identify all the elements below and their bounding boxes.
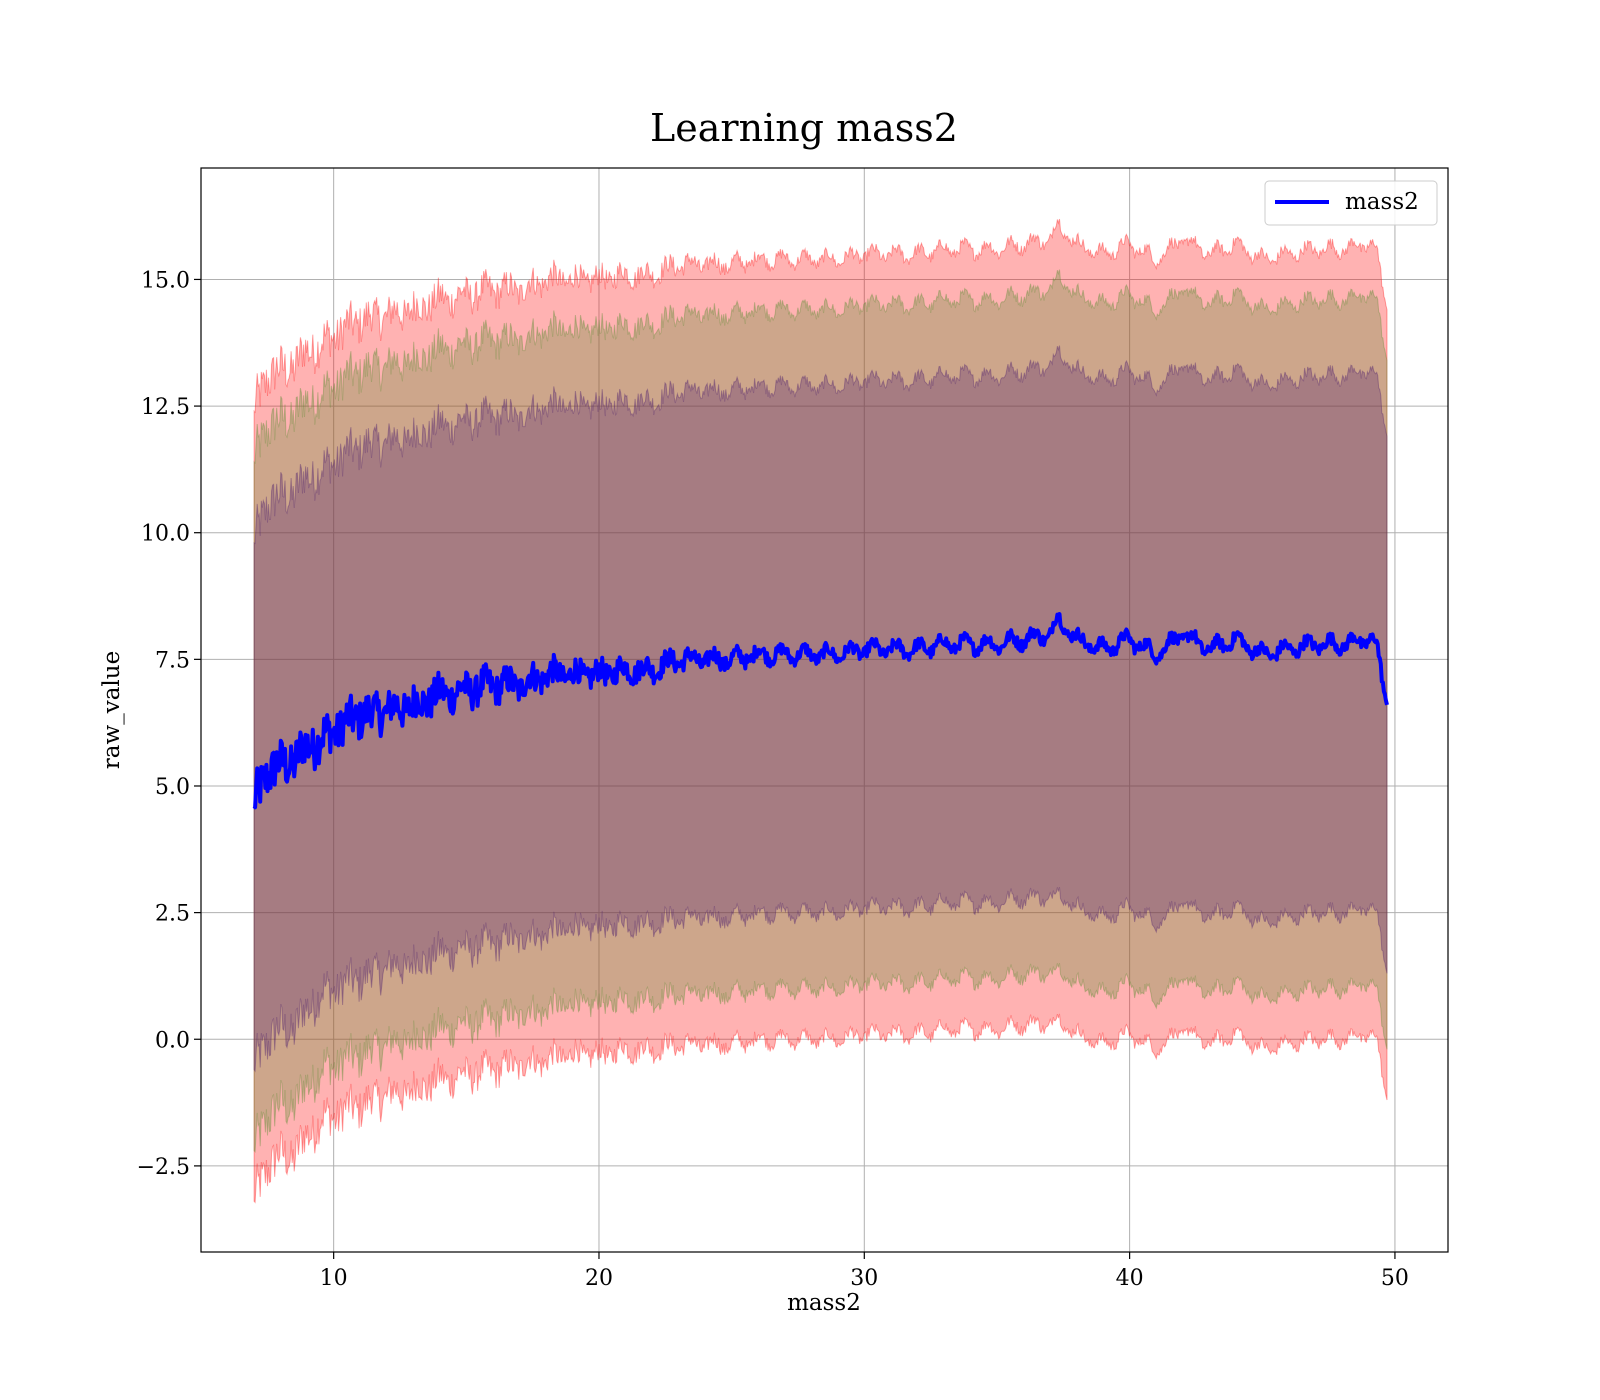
- plot-area: [200, 167, 1449, 1253]
- confidence-band-3: [253, 345, 1388, 1073]
- legend-entry-mass2: mass2: [1345, 189, 1419, 215]
- series-lines: [252, 612, 1389, 810]
- x-axis-label: mass2: [787, 1290, 861, 1316]
- x-tick-label: 30: [850, 1266, 878, 1291]
- x-tick-label: 20: [585, 1266, 613, 1291]
- y-tick-label: 12.5: [141, 395, 190, 420]
- x-axis-ticks: 10 20 30 40 50: [320, 1252, 1409, 1291]
- y-tick-label: 0.0: [155, 1028, 190, 1053]
- y-tick-label: −2.5: [137, 1155, 190, 1180]
- legend: mass2: [1264, 180, 1438, 226]
- x-tick-label: 10: [320, 1266, 348, 1291]
- plot-frame: [200, 167, 1449, 1253]
- series-line-mass2: [252, 612, 1389, 810]
- y-axis-label: raw_value: [99, 651, 125, 769]
- y-tick-label: 5.0: [155, 775, 190, 800]
- legend-box: [1264, 180, 1438, 226]
- chart-title: Learning mass2: [650, 106, 958, 150]
- y-tick-label: 2.5: [155, 902, 190, 927]
- x-tick-label: 40: [1116, 1266, 1144, 1291]
- x-tick-label: 50: [1381, 1266, 1409, 1291]
- confidence-band-1: [253, 218, 1388, 1204]
- confidence-bands: [253, 218, 1388, 1204]
- y-axis-ticks: −2.5 0.0 2.5 5.0 7.5 10.0 12.5 15.0: [137, 268, 201, 1180]
- y-tick-label: 15.0: [141, 268, 190, 293]
- confidence-band-2: [253, 269, 1388, 1154]
- y-tick-label: 10.0: [141, 522, 190, 547]
- grid-lines: [201, 168, 1448, 1252]
- y-tick-label: 7.5: [155, 648, 190, 673]
